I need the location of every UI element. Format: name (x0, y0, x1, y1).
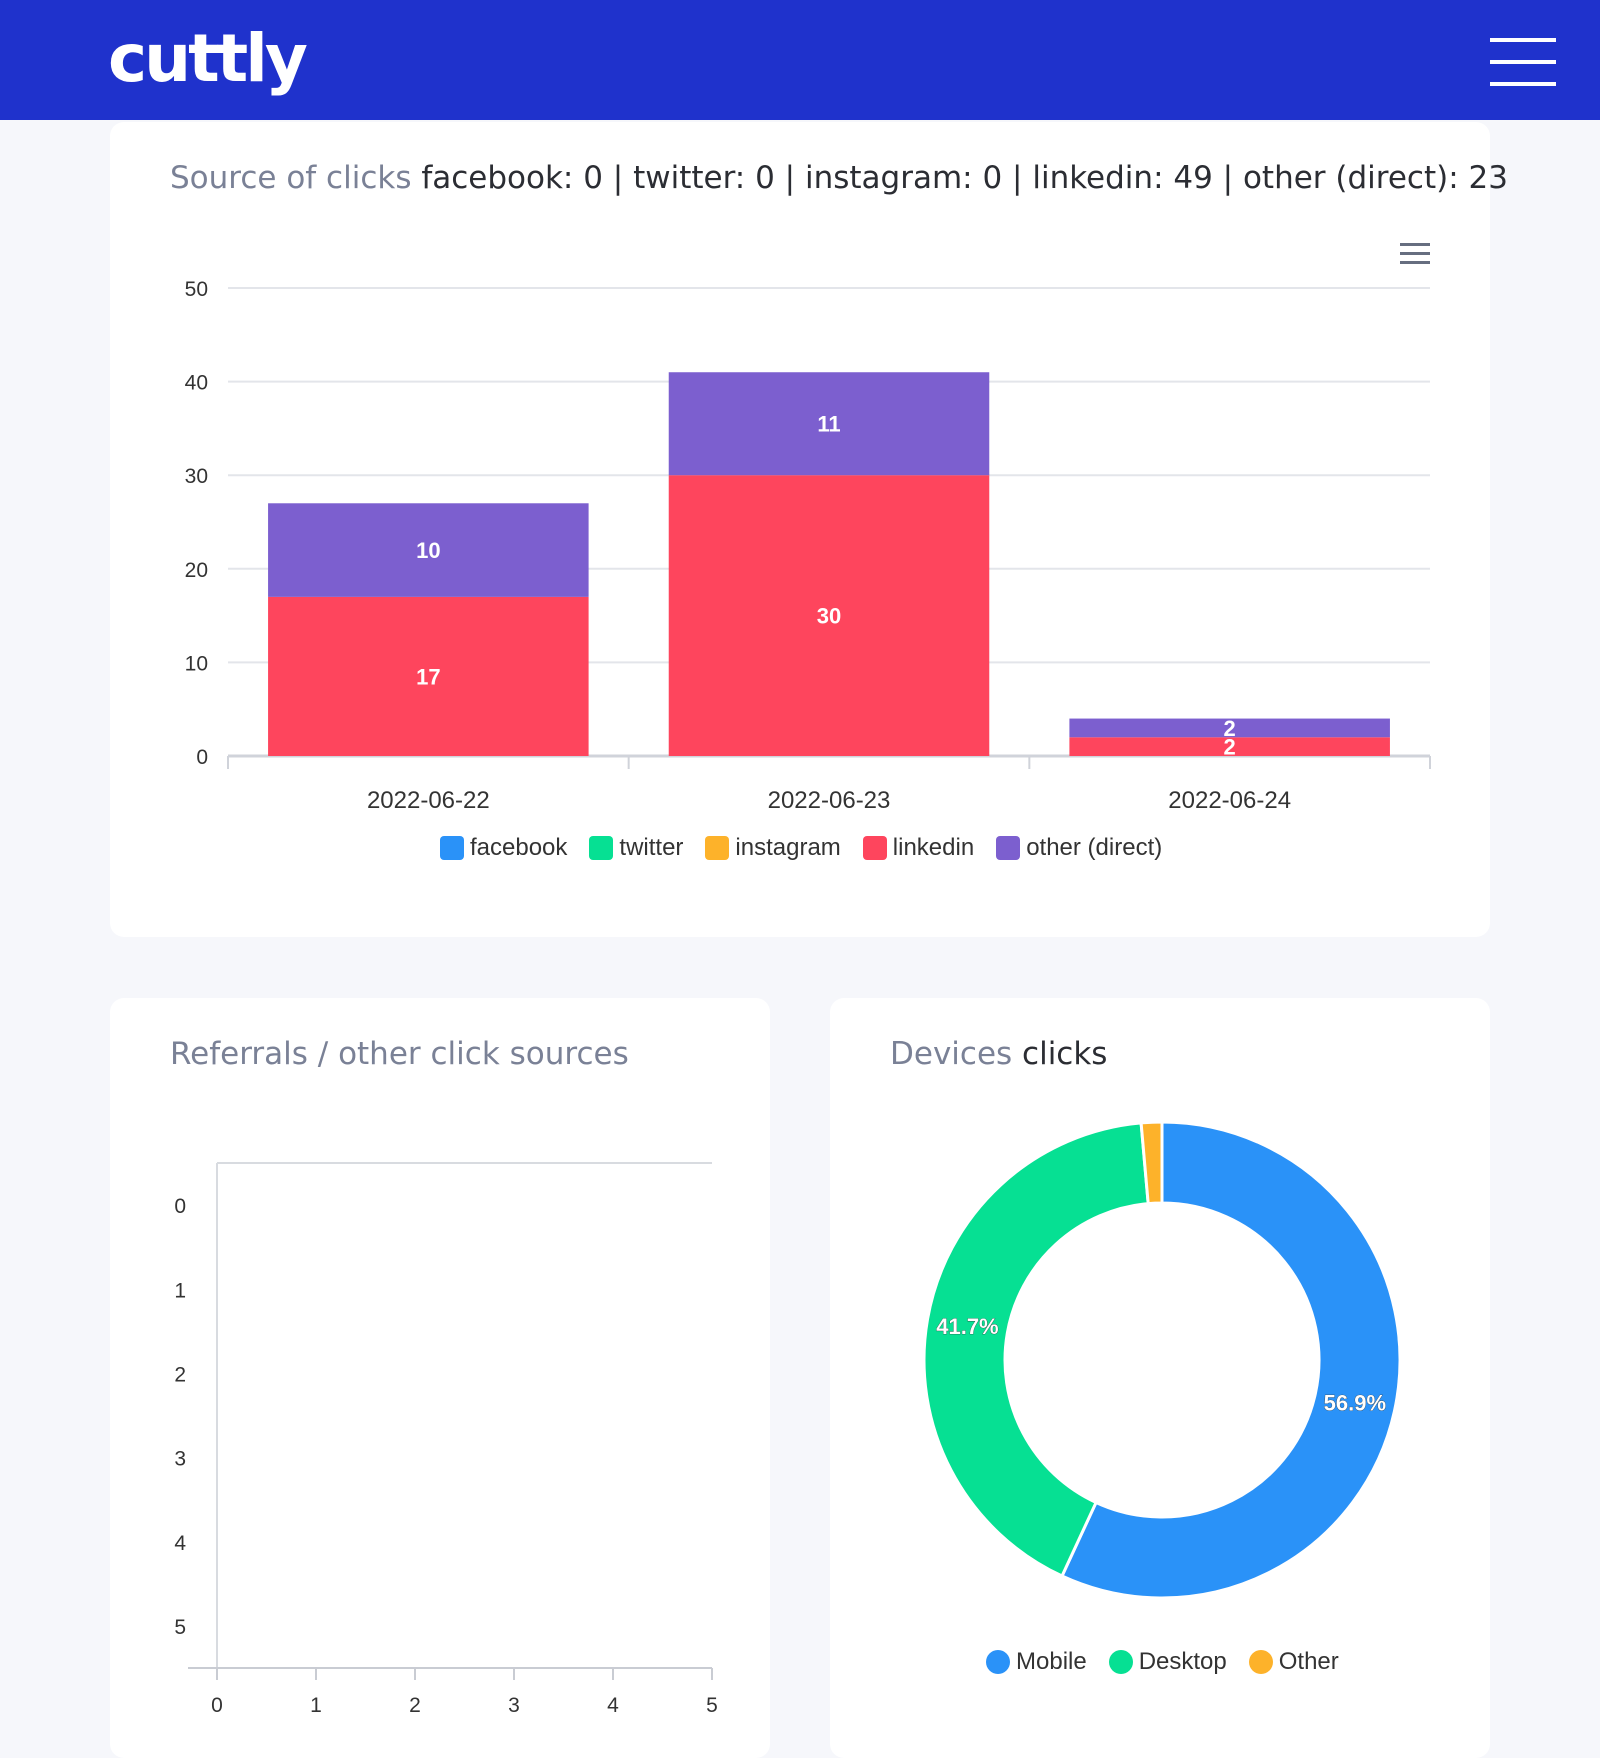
y-category-label: 2 (174, 1363, 186, 1386)
referrals-title: Referrals / other click sources (170, 1036, 629, 1072)
legend-item[interactable]: instagram (705, 834, 841, 862)
x-tick-label: 2022-06-22 (367, 787, 490, 814)
bar-segment (1069, 737, 1390, 756)
chart-menu-icon[interactable] (1398, 240, 1432, 268)
y-tick-label: 50 (185, 278, 208, 301)
devices-title: Devices clicks (890, 1036, 1107, 1072)
legend-item[interactable]: facebook (440, 834, 567, 862)
legend-item[interactable]: Mobile (986, 1648, 1087, 1676)
source-chart-legend: facebook twitter instagram linkedin other (d… (440, 834, 1184, 862)
legend-label: instagram (735, 834, 841, 861)
source-title-prefix: Source of clicks (170, 160, 412, 196)
bar-segment (668, 475, 990, 756)
devices-title-prefix: Devices (890, 1036, 1013, 1072)
donut-slice (1060, 1120, 1402, 1600)
legend-item[interactable]: Desktop (1108, 1648, 1227, 1676)
y-category-label: 4 (174, 1532, 186, 1555)
bar-segment (268, 596, 589, 756)
legend-swatch (996, 836, 1021, 860)
source-bar-chart: 0 10 20 30 40 50 17 10 2022-06-22 30 11 2022-06-23 2… (185, 278, 1431, 814)
x-tick-label: 4 (607, 1694, 619, 1715)
x-tick-label: 2 (409, 1694, 421, 1715)
legend-dot (1108, 1650, 1133, 1674)
legend-label: Other (1278, 1648, 1339, 1675)
legend-dot (1248, 1650, 1273, 1674)
slice-data-label: 56.9% (1324, 1390, 1386, 1415)
legend-dot (986, 1650, 1010, 1674)
cuttly-logo[interactable]: cuttly (108, 20, 308, 97)
y-category-label: 1 (174, 1279, 186, 1302)
devices-title-suffix: clicks (1022, 1036, 1108, 1072)
legend-label: Mobile (1016, 1648, 1087, 1675)
legend-label: Desktop (1138, 1648, 1227, 1675)
legend-swatch (589, 836, 614, 860)
donut-slice (922, 1121, 1150, 1578)
devices-chart-legend: Mobile Desktop Other (986, 1648, 1361, 1676)
legend-label: twitter (619, 834, 684, 861)
x-tick-label: 1 (310, 1694, 322, 1715)
bar-data-label: 2 (1224, 716, 1236, 741)
y-tick-label: 20 (185, 559, 208, 582)
bar-data-label: 11 (817, 412, 840, 437)
source-title-summary: facebook: 0 | twitter: 0 | instagram: 0 … (421, 160, 1508, 196)
bar-data-label: 30 (817, 604, 841, 629)
x-tick-label: 3 (508, 1694, 520, 1715)
x-tick-label: 5 (706, 1694, 718, 1715)
bar-segment (268, 503, 589, 597)
legend-label: facebook (470, 834, 568, 861)
legend-swatch (440, 836, 464, 860)
legend-item[interactable]: Other (1248, 1648, 1339, 1676)
slice-data-label: 41.7% (936, 1314, 998, 1339)
y-category-label: 3 (174, 1448, 186, 1471)
legend-label: other (direct) (1026, 834, 1163, 861)
y-tick-label: 40 (185, 372, 208, 395)
bar-data-label: 17 (416, 664, 440, 689)
legend-swatch (862, 836, 887, 860)
referrals-chart: 0 1 2 3 4 5 0 1 2 3 4 5 (174, 1162, 718, 1715)
legend-item[interactable]: linkedin (862, 834, 975, 862)
y-tick-label: 10 (185, 652, 208, 675)
donut-slice (1139, 1120, 1164, 1206)
hamburger-menu-icon[interactable] (1490, 38, 1556, 86)
y-category-label: 5 (174, 1616, 186, 1639)
legend-label: linkedin (892, 834, 975, 861)
legend-item[interactable]: twitter (589, 834, 683, 862)
referrals-card (110, 998, 770, 1758)
bar-data-label: 10 (416, 538, 440, 563)
bar-segment (1069, 718, 1390, 738)
x-tick-label: 0 (211, 1694, 223, 1715)
devices-donut-chart: 56.9% 41.7% (922, 1120, 1402, 1600)
x-tick-label: 2022-06-24 (1168, 787, 1291, 814)
y-tick-label: 0 (196, 746, 208, 769)
x-tick-label: 2022-06-23 (768, 787, 891, 814)
bar-data-label: 2 (1224, 735, 1236, 760)
top-navbar: cuttly (0, 0, 1600, 120)
legend-swatch (705, 836, 730, 860)
y-tick-label: 30 (185, 465, 208, 488)
y-category-label: 0 (174, 1195, 186, 1218)
bar-segment (668, 372, 990, 476)
legend-item[interactable]: other (direct) (996, 834, 1162, 862)
source-of-clicks-title: Source of clicks facebook: 0 | twitter: … (170, 160, 1508, 196)
